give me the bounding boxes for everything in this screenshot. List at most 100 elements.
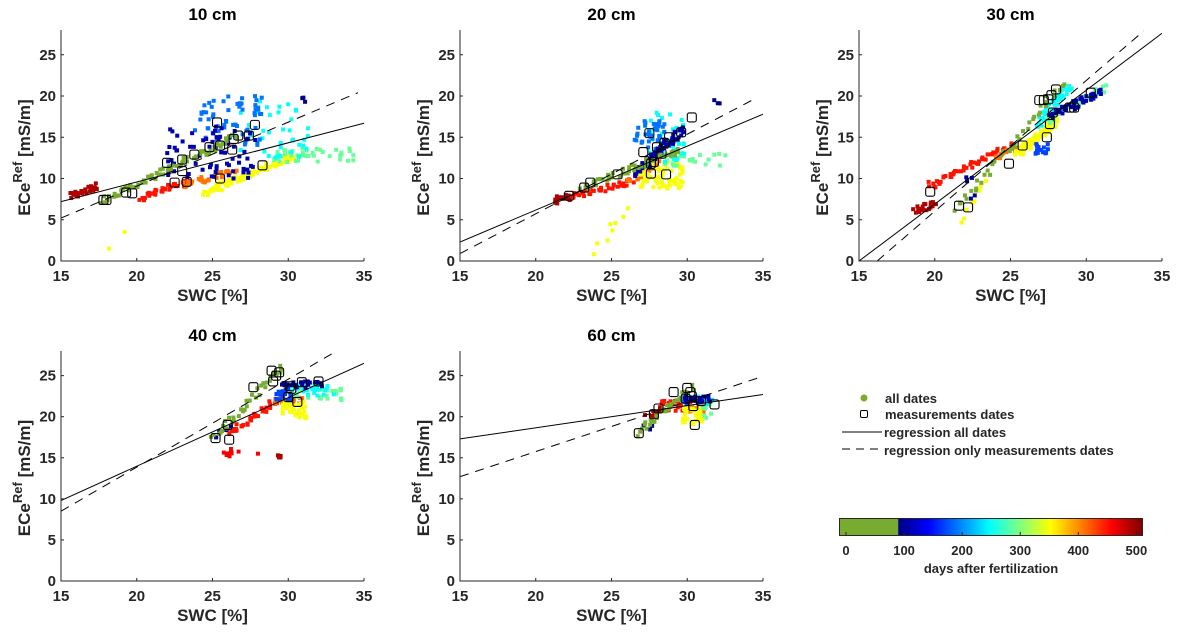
- data-point: [1044, 99, 1049, 104]
- data-point: [988, 172, 993, 177]
- data-point: [158, 167, 163, 172]
- data-point: [148, 175, 153, 180]
- data-point: [715, 101, 720, 106]
- x-tick-label: 15: [53, 588, 70, 605]
- data-point: [620, 166, 625, 171]
- x-tick-label: 15: [851, 268, 868, 285]
- data-point: [254, 170, 259, 175]
- y-tick-label: 5: [447, 212, 455, 229]
- data-point: [684, 398, 689, 403]
- colorbar-segment: [1042, 519, 1046, 535]
- data-point: [1046, 115, 1051, 120]
- data-point: [351, 153, 356, 158]
- colorbar-segment: [857, 519, 861, 535]
- data-point: [69, 195, 74, 200]
- data-point: [685, 417, 690, 422]
- data-point: [618, 174, 623, 179]
- data-point: [204, 150, 209, 155]
- data-point: [673, 178, 678, 183]
- data-point: [286, 102, 291, 107]
- data-point: [255, 451, 260, 456]
- data-point: [289, 402, 294, 407]
- data-point: [266, 154, 271, 159]
- colorbar-tick-label: 0: [842, 543, 849, 558]
- data-point: [128, 182, 133, 187]
- data-point: [920, 204, 925, 209]
- data-point: [669, 402, 674, 407]
- data-point: [1017, 137, 1022, 142]
- colorbar-segment: [900, 519, 904, 535]
- data-point: [103, 200, 108, 205]
- data-point: [303, 379, 308, 384]
- data-point: [346, 158, 351, 163]
- data-point: [198, 117, 203, 122]
- data-point: [214, 135, 219, 140]
- measurement-marker: [313, 376, 324, 387]
- data-point: [204, 152, 209, 157]
- colorbar-segment: [1029, 519, 1033, 535]
- measurement-marker: [1041, 132, 1052, 143]
- data-point: [654, 162, 659, 167]
- colorbar-segment: [1083, 519, 1087, 535]
- data-point: [338, 157, 343, 162]
- colorbar-segment: [945, 519, 949, 535]
- x-axis-label: SWC [%]: [177, 286, 248, 305]
- data-point: [613, 221, 618, 226]
- data-point: [622, 171, 627, 176]
- data-point: [276, 389, 281, 394]
- data-point: [242, 149, 247, 154]
- colorbar-segment: [934, 519, 938, 535]
- data-point: [222, 125, 227, 130]
- data-point: [646, 139, 651, 144]
- data-point: [632, 137, 637, 142]
- y-tick-label: 0: [447, 253, 455, 270]
- data-point: [207, 150, 212, 155]
- data-point: [218, 430, 223, 435]
- data-point: [1041, 129, 1046, 134]
- data-point: [664, 403, 669, 408]
- data-point: [252, 411, 257, 416]
- y-tick-label: 25: [837, 47, 854, 64]
- data-point: [305, 126, 310, 131]
- colorbar-segment: [967, 519, 971, 535]
- data-point: [666, 407, 671, 412]
- data-point: [961, 168, 966, 173]
- data-point: [1034, 142, 1039, 147]
- measurement-marker: [283, 391, 294, 403]
- data-point: [245, 422, 250, 427]
- data-point: [221, 99, 226, 104]
- colorbar-segment: [913, 519, 917, 535]
- data-point: [1036, 145, 1041, 150]
- data-point: [986, 152, 991, 157]
- data-point: [199, 111, 204, 116]
- data-point: [172, 181, 177, 186]
- data-point: [312, 391, 317, 396]
- data-point: [227, 170, 232, 175]
- data-point: [677, 172, 682, 177]
- y-tick-label: 0: [48, 253, 56, 270]
- data-point: [625, 171, 630, 176]
- colorbar-segment: [995, 519, 999, 535]
- data-point: [673, 158, 678, 163]
- data-point: [553, 200, 558, 205]
- colorbar-segment: [906, 519, 910, 535]
- data-point: [271, 370, 276, 375]
- data-point: [1046, 120, 1051, 125]
- data-point: [685, 405, 690, 410]
- data-point: [1021, 152, 1026, 157]
- data-point: [1079, 95, 1084, 100]
- data-point: [712, 98, 717, 103]
- data-point: [274, 392, 279, 397]
- data-point: [673, 408, 678, 413]
- data-point: [296, 402, 301, 407]
- data-point: [275, 150, 280, 155]
- data-point: [190, 179, 195, 184]
- data-point: [999, 153, 1004, 158]
- colorbar-tick-label: 200: [951, 543, 973, 558]
- colorbar-segment: [1077, 519, 1081, 535]
- data-point: [1042, 117, 1047, 122]
- data-point: [199, 149, 204, 154]
- colorbar-segment: [993, 519, 996, 535]
- measurement-marker: [127, 188, 138, 199]
- x-tick-label: 15: [53, 268, 70, 285]
